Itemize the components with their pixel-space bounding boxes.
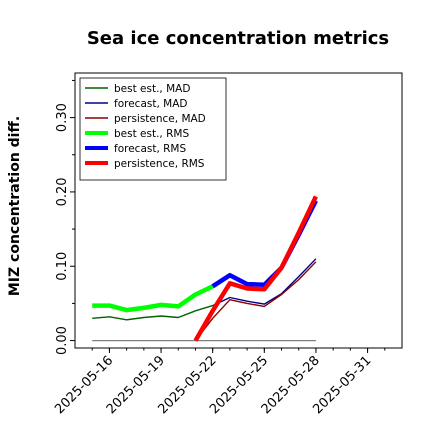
series-line-0	[92, 304, 213, 321]
y-axis-label: MIZ concentration diff.	[7, 116, 23, 296]
series-line-1	[212, 258, 317, 307]
legend: best est., MAD forecast, MAD persistence, …	[79, 77, 227, 181]
legend-entry: best est., MAD	[114, 83, 190, 95]
legend-entry: persistence, RMS	[114, 158, 205, 170]
y-tick-label: 0.10	[55, 252, 70, 281]
y-tick-label: 0.00	[55, 326, 70, 355]
legend-entry: forecast, MAD	[114, 98, 187, 110]
series-line-3	[92, 284, 214, 313]
y-tick-label: 0.30	[55, 103, 70, 132]
legend-entry: forecast, RMS	[114, 143, 186, 155]
series-line-2	[194, 261, 317, 342]
plot-area	[92, 195, 318, 342]
chart-title: Sea ice concentration metrics	[87, 28, 389, 49]
legend-entry: persistence, MAD	[114, 113, 206, 125]
series-line-5	[193, 195, 318, 342]
legend-entry: best est., RMS	[114, 128, 189, 140]
series-line-4	[211, 199, 318, 289]
y-tick-label: 0.20	[55, 177, 70, 206]
plot-frame	[74, 72, 403, 349]
